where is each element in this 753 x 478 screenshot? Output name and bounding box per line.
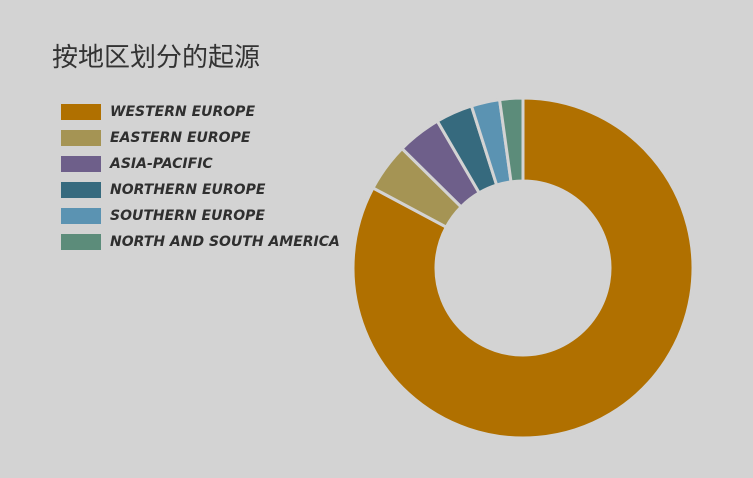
legend-label: ASIA-PACIFIC	[109, 156, 213, 172]
legend-swatch	[61, 182, 101, 198]
chart-title: 按地区划分的起源	[52, 43, 260, 73]
legend-swatch	[61, 104, 101, 120]
donut-slice	[497, 96, 525, 184]
legend-swatch	[61, 208, 101, 224]
donut-slice	[351, 96, 695, 440]
legend-label: SOUTHERN EUROPE	[110, 208, 265, 224]
legend-label: NORTH AND SOUTH AMERICA	[110, 234, 340, 250]
legend-label: EASTERN EUROPE	[110, 130, 251, 146]
legend-label: NORTHERN EUROPE	[110, 182, 266, 198]
legend-swatch	[61, 130, 101, 146]
legend-label: WESTERN EUROPE	[110, 104, 255, 120]
legend-swatch	[61, 234, 101, 250]
legend-swatch	[61, 156, 101, 172]
